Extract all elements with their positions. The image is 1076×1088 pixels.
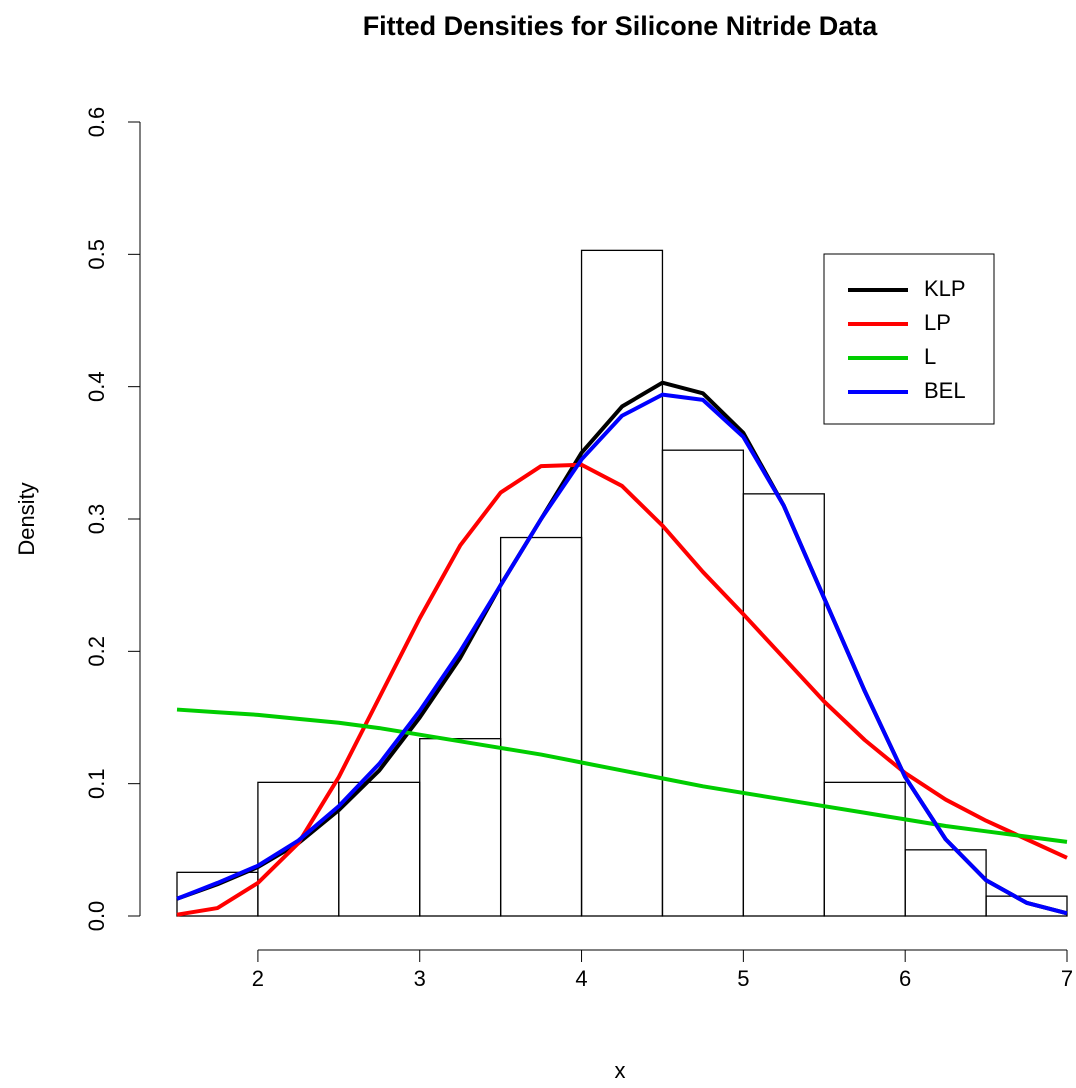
x-tick-label: 7 — [1061, 966, 1073, 991]
y-tick-label: 0.2 — [84, 636, 109, 667]
bar — [499, 536, 583, 917]
x-tick-label: 5 — [737, 966, 749, 991]
y-tick-label: 0.5 — [84, 239, 109, 270]
density-line — [176, 462, 1068, 917]
x-tick-label: 3 — [414, 966, 426, 991]
density-line — [176, 380, 1068, 916]
y-tick-label: 0.3 — [84, 504, 109, 535]
y-tick-label: 0.1 — [84, 768, 109, 799]
x-tick-label: 4 — [575, 966, 587, 991]
density-line — [176, 392, 1068, 916]
bar — [580, 249, 664, 917]
density-line — [176, 707, 1068, 844]
bar — [419, 738, 502, 917]
legend-label: KLP — [924, 276, 966, 301]
bar — [338, 781, 421, 917]
legend-label: BEL — [924, 378, 966, 403]
legend-label: LP — [924, 310, 951, 335]
bar — [823, 781, 906, 917]
y-tick-label: 0.4 — [84, 371, 109, 402]
chart-title: Fitted Densities for Silicone Nitride Da… — [363, 11, 879, 41]
legend-box — [823, 253, 995, 425]
x-tick-label: 6 — [899, 966, 911, 991]
y-tick-label: 0.6 — [84, 107, 109, 138]
x-tick-label: 2 — [252, 966, 264, 991]
legend-label: L — [924, 344, 936, 369]
bar — [742, 493, 825, 917]
y-axis-label: Density — [14, 482, 39, 555]
bar — [985, 895, 1068, 917]
bar — [661, 449, 745, 917]
bar — [257, 781, 340, 917]
x-axis-label: x — [615, 1058, 626, 1083]
bar — [904, 849, 987, 917]
y-tick-label: 0.0 — [84, 901, 109, 932]
